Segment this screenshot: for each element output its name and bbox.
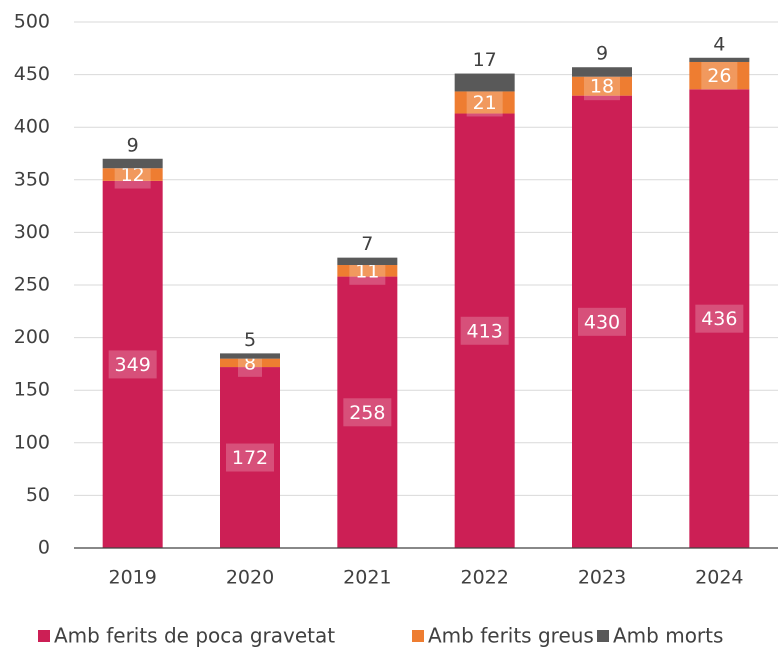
x-tick-label: 2019 [108, 567, 156, 589]
data-label: 18 [590, 76, 614, 98]
label-box [226, 443, 274, 472]
y-tick-label: 50 [26, 484, 50, 506]
y-tick-label: 250 [14, 274, 50, 296]
bar-segment [689, 57, 750, 62]
data-label: 436 [701, 308, 737, 330]
bar-segment [220, 358, 280, 368]
legend-swatch [38, 630, 50, 642]
y-tick-label: 200 [14, 326, 50, 348]
y-tick-label: 0 [38, 537, 50, 559]
y-tick-label: 400 [14, 116, 50, 138]
bar-segment [454, 73, 515, 92]
data-label: 9 [127, 134, 139, 156]
data-label: 413 [467, 320, 503, 342]
bar-segment [689, 89, 750, 548]
bar-segment [337, 265, 398, 277]
label-box [695, 304, 744, 333]
data-label: 17 [473, 49, 497, 71]
data-label: 430 [584, 311, 620, 333]
data-label: 9 [596, 43, 608, 65]
x-tick-label: 2024 [695, 567, 743, 589]
y-tick-label: 350 [14, 168, 50, 190]
x-tick-label: 2022 [460, 567, 508, 589]
bar-segment [102, 168, 163, 181]
bar-segment [102, 180, 163, 549]
data-label: 7 [361, 233, 373, 255]
y-tick-label: 500 [14, 11, 50, 33]
x-tick-label: 2021 [343, 567, 391, 589]
data-label: 5 [244, 329, 256, 351]
label-box [584, 72, 620, 101]
data-label: 21 [473, 92, 497, 114]
label-box [343, 398, 392, 427]
legend-swatch [412, 630, 424, 642]
bar-segment [572, 95, 632, 548]
y-tick-label: 100 [14, 431, 50, 453]
y-tick-label: 300 [14, 221, 50, 243]
bar-segment [102, 158, 163, 169]
bar-segment [337, 276, 398, 548]
bar-segment [220, 353, 280, 359]
legend-label: Amb ferits de poca gravetat [54, 624, 335, 648]
legend-label: Amb morts [613, 624, 723, 648]
label-box [578, 307, 626, 336]
bar-segment [454, 113, 515, 549]
data-label: 258 [349, 402, 385, 424]
bar-segment [454, 91, 515, 114]
bar-segment [689, 61, 750, 90]
legend-swatch [597, 630, 609, 642]
bar-segment [337, 257, 398, 266]
data-label: 26 [707, 65, 731, 87]
data-label: 172 [232, 447, 268, 469]
data-label: 12 [121, 164, 145, 186]
y-tick-label: 450 [14, 63, 50, 85]
legend-label: Amb ferits greus [428, 624, 594, 648]
data-label: 11 [355, 260, 379, 282]
data-label: 349 [115, 354, 151, 376]
y-tick-label: 150 [14, 379, 50, 401]
label-box [460, 316, 509, 345]
data-label: 4 [713, 33, 725, 55]
label-box [108, 350, 157, 379]
bar-segment [220, 367, 280, 548]
x-tick-label: 2023 [578, 567, 626, 589]
label-box [701, 61, 738, 90]
label-box [466, 88, 503, 117]
x-tick-label: 2020 [226, 567, 274, 589]
bar-segment [572, 67, 632, 77]
bar-segment [572, 76, 632, 96]
